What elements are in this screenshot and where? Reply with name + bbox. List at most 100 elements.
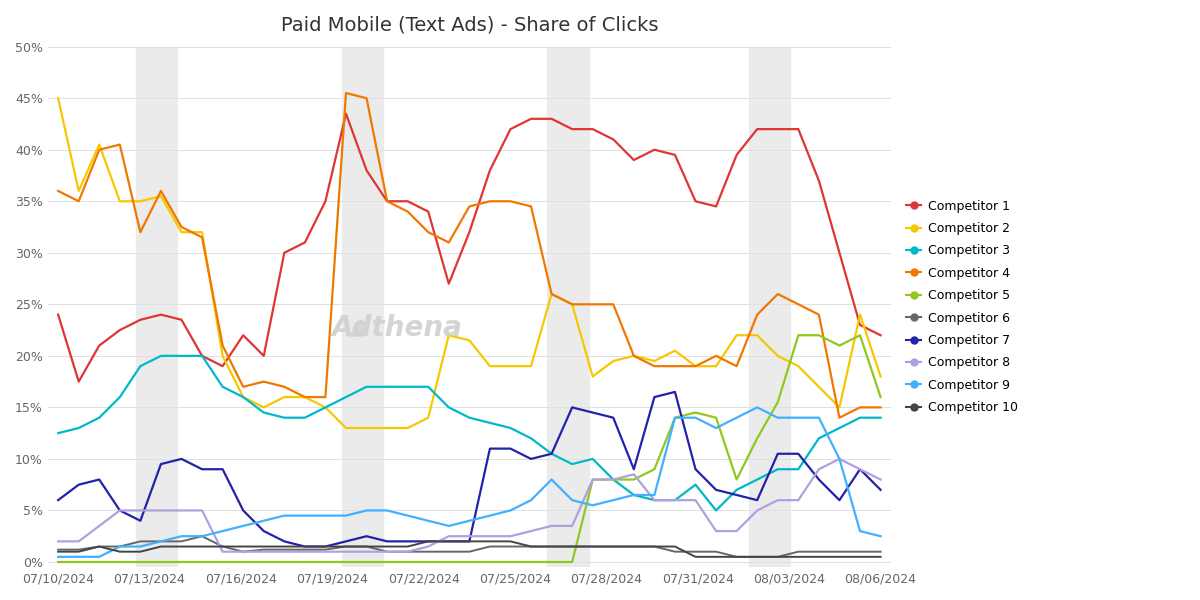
Competitor 2 <box>811 383 826 391</box>
Competitor 1 <box>626 157 641 164</box>
Competitor 2 <box>359 424 373 431</box>
Competitor 6 <box>174 538 188 545</box>
Competitor 9 <box>194 533 209 540</box>
Competitor 4 <box>730 362 744 370</box>
Competitor 9 <box>236 523 251 530</box>
Competitor 9 <box>113 543 127 550</box>
Competitor 5 <box>626 476 641 483</box>
Competitor 7 <box>482 445 497 452</box>
Competitor 9 <box>318 512 332 519</box>
Competitor 1 <box>667 151 682 158</box>
Competitor 10 <box>359 543 373 550</box>
Competitor 10 <box>503 538 517 545</box>
Competitor 5 <box>462 559 476 566</box>
Competitor 10 <box>482 538 497 545</box>
Competitor 1 <box>92 342 107 349</box>
Competitor 4 <box>113 141 127 148</box>
Competitor 6 <box>874 548 888 555</box>
Competitor 4 <box>770 290 785 298</box>
Competitor 2 <box>421 414 436 421</box>
Competitor 8 <box>586 476 600 483</box>
Competitor 1 <box>524 115 539 122</box>
Competitor 8 <box>874 476 888 483</box>
Competitor 9 <box>277 512 292 519</box>
Competitor 10 <box>586 543 600 550</box>
Competitor 5 <box>359 559 373 566</box>
Competitor 5 <box>545 559 559 566</box>
Competitor 9 <box>709 424 724 431</box>
Competitor 8 <box>50 538 65 545</box>
Competitor 4 <box>689 362 703 370</box>
Competitor 8 <box>277 548 292 555</box>
Competitor 7 <box>380 538 395 545</box>
Line: Competitor 1: Competitor 1 <box>58 113 881 382</box>
Competitor 6 <box>72 546 86 553</box>
Competitor 1 <box>72 378 86 385</box>
Competitor 5 <box>833 342 847 349</box>
Competitor 10 <box>380 543 395 550</box>
Competitor 1 <box>421 208 436 215</box>
Competitor 6 <box>770 553 785 560</box>
Competitor 3 <box>462 414 476 421</box>
Competitor 3 <box>154 352 168 359</box>
Competitor 3 <box>524 435 539 442</box>
Competitor 8 <box>174 507 188 514</box>
Competitor 9 <box>811 414 826 421</box>
Competitor 9 <box>565 497 580 504</box>
Competitor 6 <box>482 543 497 550</box>
Competitor 6 <box>216 543 230 550</box>
Competitor 4 <box>154 187 168 194</box>
Competitor 4 <box>811 311 826 318</box>
Competitor 9 <box>257 517 271 524</box>
Competitor 2 <box>874 373 888 380</box>
Competitor 1 <box>380 197 395 205</box>
Competitor 2 <box>174 229 188 236</box>
Competitor 8 <box>503 533 517 540</box>
Competitor 3 <box>277 414 292 421</box>
Competitor 10 <box>667 543 682 550</box>
Competitor 10 <box>318 543 332 550</box>
Competitor 9 <box>626 491 641 499</box>
Competitor 5 <box>318 559 332 566</box>
Competitor 8 <box>236 548 251 555</box>
Competitor 2 <box>257 404 271 411</box>
Competitor 5 <box>277 559 292 566</box>
Competitor 10 <box>524 543 539 550</box>
Competitor 4 <box>380 197 395 205</box>
Competitor 4 <box>338 89 353 97</box>
Competitor 8 <box>750 507 764 514</box>
Competitor 7 <box>50 497 65 504</box>
Competitor 7 <box>811 476 826 483</box>
Competitor 6 <box>647 543 661 550</box>
Competitor 10 <box>853 553 868 560</box>
Text: Adthena: Adthena <box>332 314 463 342</box>
Competitor 5 <box>853 332 868 339</box>
Competitor 3 <box>482 419 497 427</box>
Line: Competitor 10: Competitor 10 <box>58 541 881 557</box>
Competitor 1 <box>298 239 312 246</box>
Competitor 7 <box>709 486 724 493</box>
Competitor 5 <box>298 559 312 566</box>
Competitor 6 <box>606 543 620 550</box>
Line: Competitor 6: Competitor 6 <box>58 536 881 557</box>
Competitor 7 <box>606 414 620 421</box>
Competitor 2 <box>194 229 209 236</box>
Competitor 10 <box>154 543 168 550</box>
Competitor 7 <box>174 455 188 463</box>
Competitor 1 <box>359 167 373 174</box>
Competitor 4 <box>92 146 107 154</box>
Competitor 9 <box>92 553 107 560</box>
Competitor 1 <box>338 110 353 117</box>
Competitor 5 <box>874 394 888 401</box>
Competitor 9 <box>503 507 517 514</box>
Competitor 10 <box>442 538 456 545</box>
Competitor 8 <box>667 497 682 504</box>
Competitor 5 <box>194 559 209 566</box>
Competitor 4 <box>298 394 312 401</box>
Competitor 7 <box>298 543 312 550</box>
Competitor 9 <box>833 455 847 463</box>
Competitor 3 <box>770 466 785 473</box>
Competitor 5 <box>338 559 353 566</box>
Line: Competitor 2: Competitor 2 <box>58 98 881 428</box>
Competitor 10 <box>606 543 620 550</box>
